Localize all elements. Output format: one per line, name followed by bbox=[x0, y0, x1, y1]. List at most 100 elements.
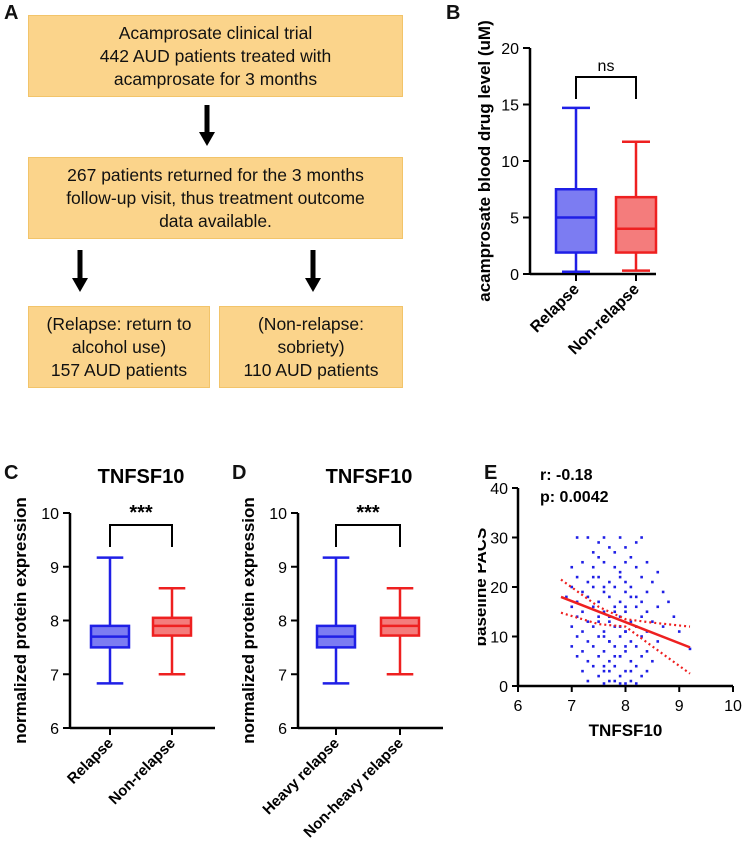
x-axis-label: TNFSF10 bbox=[589, 721, 663, 740]
scatter-point bbox=[591, 565, 595, 569]
scatter-point bbox=[597, 575, 600, 579]
scatter-point bbox=[618, 570, 622, 574]
scatter-point bbox=[624, 630, 627, 633]
significance-label: ns bbox=[598, 58, 615, 75]
scatter-point bbox=[591, 645, 595, 648]
scatter-point bbox=[618, 575, 622, 579]
scatter-point bbox=[640, 615, 643, 618]
scatter-point bbox=[618, 655, 622, 658]
flow-box-enrolled: Acamprosate clinical trial 442 AUD patie… bbox=[28, 15, 403, 97]
scatter-point bbox=[586, 536, 590, 539]
scatter-point bbox=[624, 645, 627, 648]
scatter-point bbox=[656, 605, 660, 609]
flow-box-nonrelapse: (Non-relapse: sobriety) 110 AUD patients bbox=[219, 306, 403, 388]
scatter-point bbox=[656, 570, 660, 574]
ci-lower-line bbox=[560, 611, 691, 675]
scatter-point bbox=[581, 650, 584, 653]
scatter-point bbox=[586, 620, 590, 623]
scatter-point bbox=[629, 679, 633, 683]
significance-bracket bbox=[109, 524, 173, 547]
y-tick-label: 8 bbox=[50, 614, 59, 631]
scatter-point bbox=[591, 625, 595, 628]
scatter-point bbox=[591, 585, 595, 589]
scatter-point bbox=[602, 590, 606, 594]
chart-c-svg: TNFSF10 6 7 8 9 10 normalized protein expressi… bbox=[11, 466, 215, 808]
flow-text: data available. bbox=[159, 210, 272, 231]
chart-b-svg: 0 5 10 15 20 acamprosate blood drug level (uM… bbox=[475, 20, 658, 358]
flow-text: acamprosate for 3 months bbox=[113, 68, 318, 89]
y-axis-label: normalized protein expression bbox=[239, 497, 258, 744]
scatter-point bbox=[624, 590, 627, 594]
flow-text: 442 AUD patients treated with bbox=[99, 45, 332, 66]
scatter-point bbox=[667, 600, 670, 604]
scatter-point bbox=[570, 625, 574, 628]
scatter-point bbox=[613, 645, 617, 648]
scatter-point bbox=[624, 560, 627, 564]
flow-arrows bbox=[72, 105, 321, 292]
y-tick-label: 8 bbox=[278, 614, 287, 631]
scatter-point bbox=[613, 655, 617, 658]
flow-text: 110 AUD patients bbox=[243, 359, 379, 380]
x-tick-label: 8 bbox=[621, 698, 630, 715]
scatter-point bbox=[608, 669, 611, 673]
scatter-point bbox=[608, 640, 611, 643]
flow-text: 157 AUD patients bbox=[50, 359, 188, 380]
scatter-point bbox=[618, 682, 622, 685]
significance-bracket bbox=[335, 524, 401, 547]
scatter-point bbox=[597, 655, 600, 658]
chart-title: TNFSF10 bbox=[326, 466, 413, 488]
box-iqr bbox=[554, 188, 598, 254]
scatter-point bbox=[624, 669, 627, 673]
panel-label-b: B bbox=[446, 2, 461, 24]
scatter-point bbox=[581, 669, 584, 673]
y-tick-label: 15 bbox=[501, 98, 519, 115]
scatter-point bbox=[586, 640, 590, 643]
scatter-point bbox=[613, 664, 617, 668]
scatter-point bbox=[608, 580, 611, 584]
scatter-point bbox=[602, 664, 606, 668]
flow-text: 267 patients returned for the 3 months bbox=[67, 164, 364, 185]
flow-text: follow-up visit, thus treatment outcome bbox=[66, 187, 365, 208]
stat-r: r: -0.18 bbox=[540, 467, 593, 484]
scatter-point bbox=[602, 610, 606, 614]
y-tick-label: 40 bbox=[490, 481, 508, 498]
scatter-point bbox=[624, 546, 627, 549]
flow-box-relapse: (Relapse: return to alcohol use) 157 AUD… bbox=[28, 306, 210, 388]
flow-text: alcohol use) bbox=[71, 336, 167, 357]
scatter-point bbox=[613, 565, 617, 569]
scatter-point bbox=[613, 605, 617, 609]
scatter-point bbox=[629, 640, 633, 643]
scatter-point bbox=[575, 575, 579, 579]
scatter-point bbox=[586, 659, 590, 663]
scatter-point bbox=[634, 565, 638, 569]
regression-line bbox=[560, 595, 691, 649]
y-axis-label: baseline PACS bbox=[478, 528, 490, 647]
scatter-point bbox=[618, 674, 622, 678]
scatter-point bbox=[581, 560, 584, 564]
chart-title: TNFSF10 bbox=[98, 466, 185, 488]
scatter-point bbox=[602, 560, 606, 564]
scatter-point bbox=[591, 575, 595, 579]
scatter-point bbox=[634, 664, 638, 668]
scatter-point bbox=[640, 575, 643, 579]
significance-label: *** bbox=[356, 502, 380, 524]
stat-p: p: 0.0042 bbox=[540, 489, 609, 506]
y-tick-label: 20 bbox=[490, 580, 508, 597]
scatter-point bbox=[634, 645, 638, 648]
scatter-point bbox=[624, 650, 627, 653]
scatter-point bbox=[629, 556, 633, 559]
x-tick-label: 9 bbox=[675, 698, 684, 715]
scatter-point bbox=[629, 585, 633, 589]
y-tick-label: 5 bbox=[510, 211, 519, 228]
scatter-point bbox=[656, 640, 660, 643]
scatter-point bbox=[624, 605, 627, 609]
scatter-point bbox=[618, 536, 622, 539]
flow-text: (Relapse: return to bbox=[46, 313, 192, 334]
y-tick-label: 9 bbox=[278, 560, 287, 577]
scatter-point bbox=[570, 645, 574, 648]
scatter-point bbox=[629, 659, 633, 663]
scatter-point bbox=[661, 625, 665, 628]
flow-box-followup: 267 patients returned for the 3 months f… bbox=[28, 157, 403, 239]
scatter-point bbox=[645, 650, 649, 653]
scatter-point bbox=[575, 635, 579, 638]
